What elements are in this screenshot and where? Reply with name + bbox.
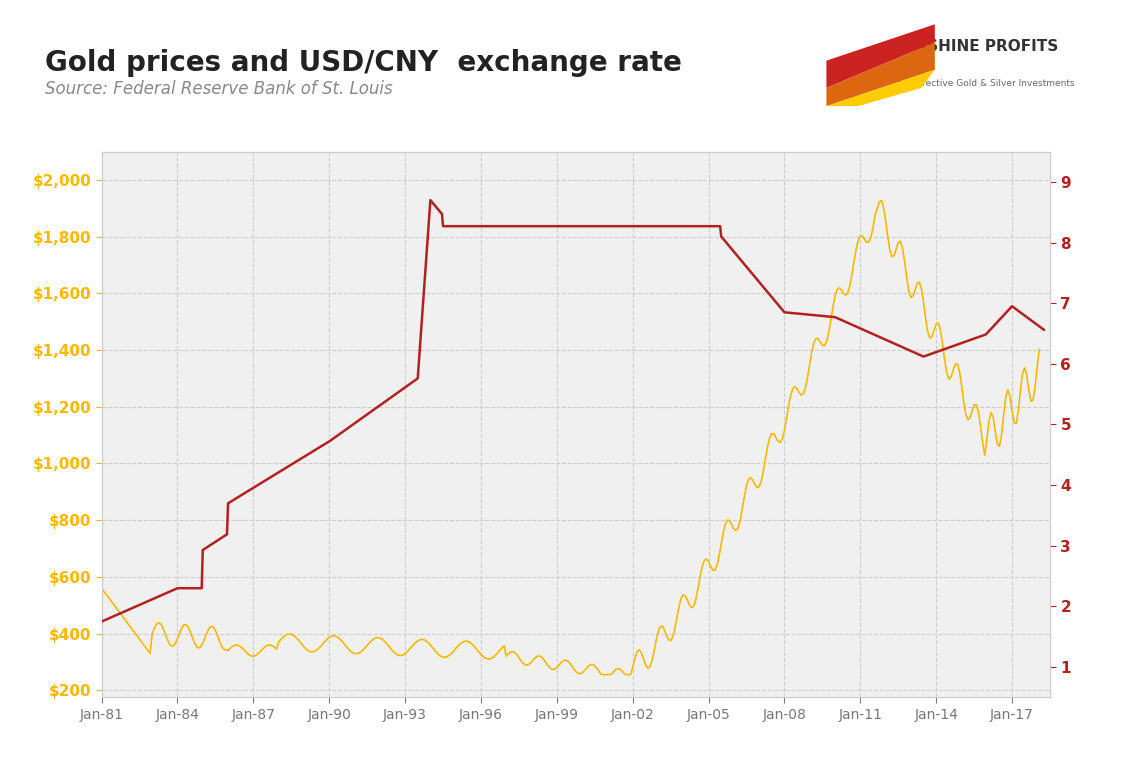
Text: Tools for Effective Gold & Silver Investments: Tools for Effective Gold & Silver Invest…: [874, 79, 1075, 88]
Polygon shape: [826, 70, 935, 115]
Text: SUNSHINE PROFITS: SUNSHINE PROFITS: [891, 39, 1058, 55]
Text: Source: Federal Reserve Bank of St. Louis: Source: Federal Reserve Bank of St. Loui…: [45, 80, 393, 98]
Text: Gold prices and USD/CNY  exchange rate: Gold prices and USD/CNY exchange rate: [45, 49, 682, 77]
Polygon shape: [826, 24, 935, 88]
Polygon shape: [826, 42, 935, 106]
